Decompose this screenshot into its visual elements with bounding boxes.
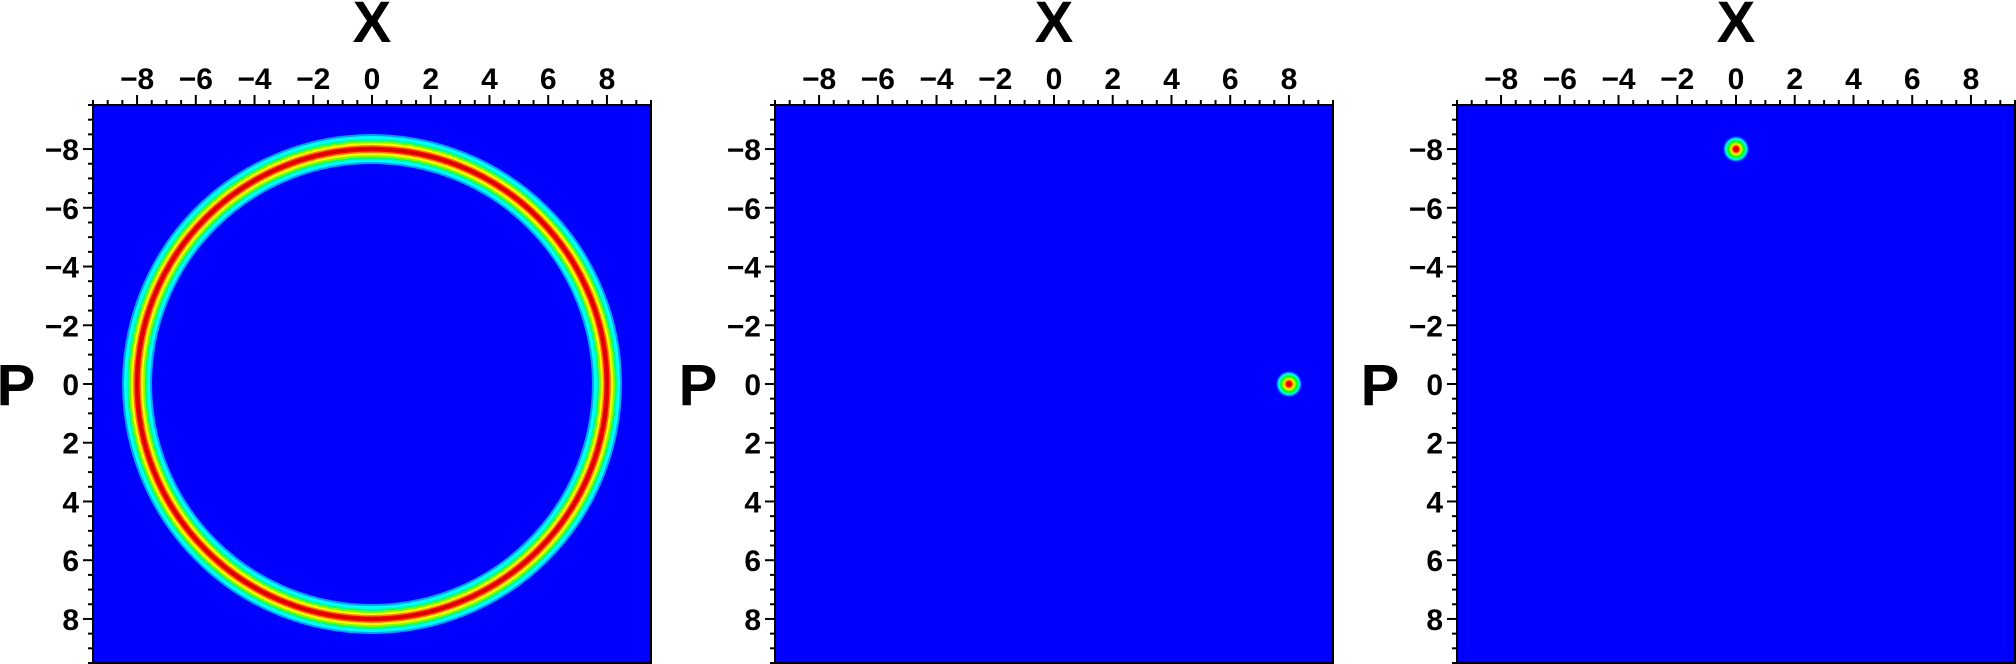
- y-tick-label: 2: [1426, 428, 1443, 461]
- x-tick-label: 0: [1046, 63, 1063, 96]
- x-tick-label: 8: [1963, 63, 1980, 96]
- x-tick-label: 0: [364, 63, 381, 96]
- y-tick-label: 0: [744, 369, 761, 402]
- x-tick-label: −8: [120, 63, 154, 96]
- plot-background: [775, 105, 1333, 663]
- x-tick-label: 4: [481, 63, 498, 96]
- x-tick-label: −8: [802, 63, 836, 96]
- x-tick-label: 0: [1728, 63, 1745, 96]
- x-axis-title: X: [1035, 0, 1074, 55]
- x-tick-label: −2: [1660, 63, 1694, 96]
- x-tick-label: 6: [540, 63, 557, 96]
- x-tick-label: 8: [599, 63, 616, 96]
- y-tick-label: −2: [45, 310, 79, 343]
- y-tick-label: −6: [1409, 193, 1443, 226]
- y-axis-title: P: [1361, 353, 1400, 418]
- y-tick-label: −2: [727, 310, 761, 343]
- x-axis-title: X: [1717, 0, 1756, 55]
- y-tick-label: −6: [727, 193, 761, 226]
- plot-background: [1457, 105, 2015, 663]
- x-tick-label: −8: [1484, 63, 1518, 96]
- ring-feature: [122, 134, 622, 634]
- ring-band: [136, 148, 608, 620]
- chart-panel-1: −8 −6 −4 −2 0 2 4 6 8 −8 −6 −4 −2 0 2 4 6 8 X P: [0, 0, 652, 664]
- y-tick-label: 0: [62, 369, 79, 402]
- x-tick-label: 2: [1104, 63, 1121, 96]
- y-axis-title: P: [0, 353, 35, 418]
- x-tick-label: 2: [422, 63, 439, 96]
- x-tick-label: −6: [861, 63, 895, 96]
- spot-feature: [1722, 135, 1750, 164]
- y-axis-title: P: [679, 353, 718, 418]
- y-tick-label: −8: [45, 134, 79, 167]
- y-tick-label: 8: [1426, 604, 1443, 637]
- x-tick-label: 4: [1163, 63, 1180, 96]
- y-tick-label: 6: [1426, 545, 1443, 578]
- x-tick-label: −6: [1543, 63, 1577, 96]
- x-tick-label: 2: [1786, 63, 1803, 96]
- y-tick-label: 2: [744, 428, 761, 461]
- x-tick-label: −4: [1601, 63, 1636, 96]
- x-tick-label: −4: [919, 63, 954, 96]
- y-tick-label: −2: [1409, 310, 1443, 343]
- y-tick-label: −8: [727, 134, 761, 167]
- spot-feature: [1274, 370, 1303, 398]
- y-tick-label: 0: [1426, 369, 1443, 402]
- x-tick-label: 4: [1845, 63, 1862, 96]
- y-tick-label: 8: [62, 604, 79, 637]
- y-tick-label: 2: [62, 428, 79, 461]
- y-tick-label: −4: [1409, 252, 1444, 285]
- x-tick-label: 8: [1281, 63, 1298, 96]
- chart-panel-3: −8 −6 −4 −2 0 2 4 6 8 −8 −6 −4 −2 0 2 4 6 8 X P: [1361, 0, 2016, 664]
- y-tick-label: −6: [45, 193, 79, 226]
- y-tick-label: −8: [1409, 134, 1443, 167]
- chart-panel-2: −8 −6 −4 −2 0 2 4 6 8 −8 −6 −4 −2 0 2 4 6 8 X P: [679, 0, 1334, 664]
- x-tick-label: −2: [296, 63, 330, 96]
- x-tick-label: −6: [179, 63, 213, 96]
- y-tick-label: 6: [62, 545, 79, 578]
- y-tick-label: 8: [744, 604, 761, 637]
- y-tick-label: 6: [744, 545, 761, 578]
- x-tick-label: 6: [1904, 63, 1921, 96]
- x-tick-label: −2: [978, 63, 1012, 96]
- y-tick-label: −4: [727, 252, 762, 285]
- y-tick-label: 4: [744, 486, 761, 519]
- y-tick-label: 4: [62, 486, 79, 519]
- y-tick-label: −4: [45, 252, 80, 285]
- y-tick-label: 4: [1426, 486, 1443, 519]
- x-axis-title: X: [353, 0, 392, 55]
- plot-background: [93, 105, 651, 663]
- x-tick-label: 6: [1222, 63, 1239, 96]
- x-tick-label: −4: [237, 63, 272, 96]
